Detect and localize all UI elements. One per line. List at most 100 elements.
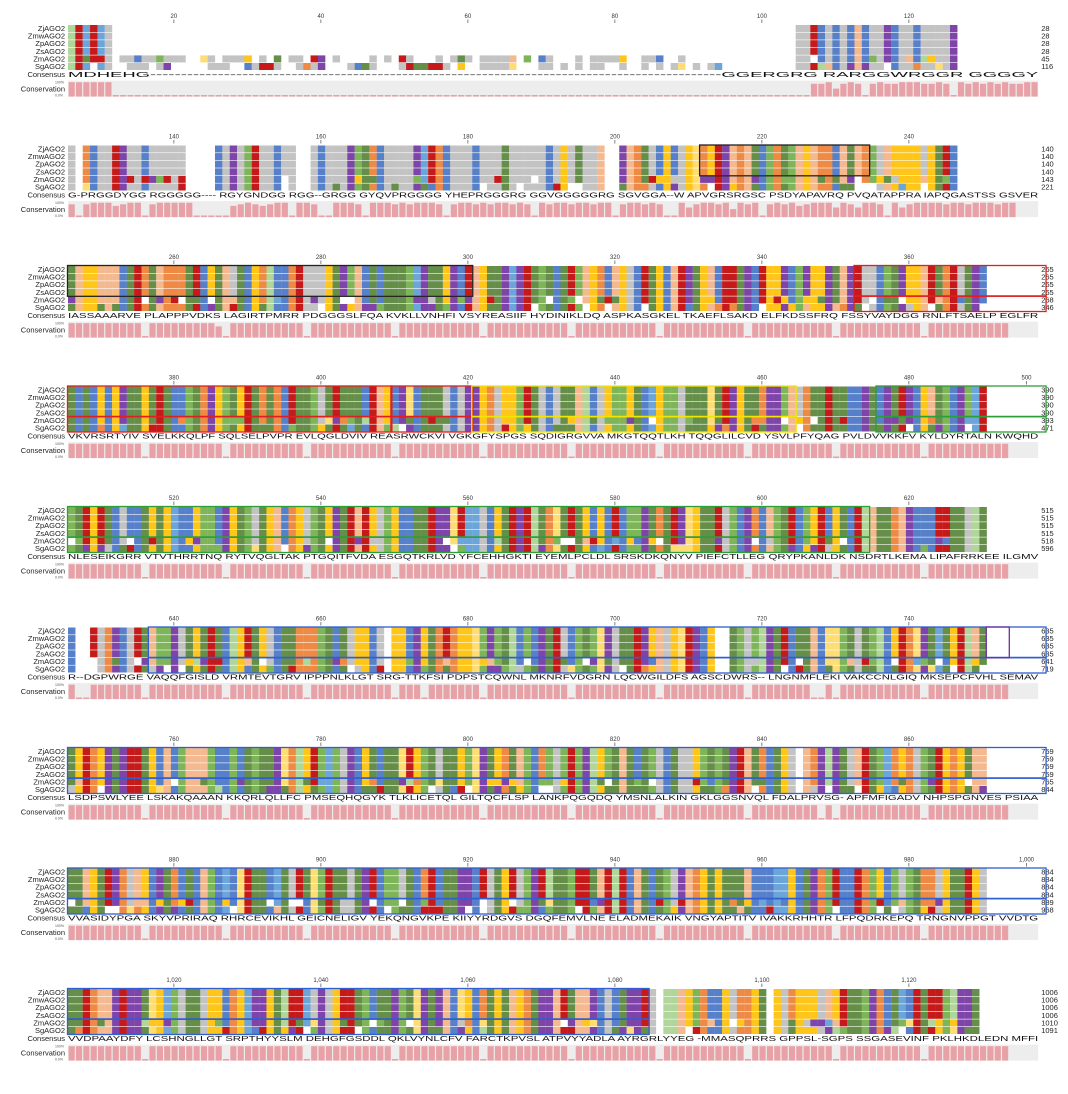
consensus-sequence: R--DGPWRGE VAQQFGISLD VRMTEVTGRV IPPPNLK… <box>68 673 1038 682</box>
conservation-bar <box>281 443 288 459</box>
tick-label: 80 <box>612 14 619 20</box>
conservation-bar <box>414 95 421 97</box>
ruler-tick: 920 <box>463 858 474 867</box>
conservation-top-pct: 100% <box>55 81 64 85</box>
conservation-bar <box>884 323 891 338</box>
conservation-bar <box>671 443 678 459</box>
consensus-sequence: G-PRGGDYGG RGGGGG---- RGYGNDGG RGG--GRGG… <box>68 191 1038 200</box>
conservation-bar <box>730 925 737 941</box>
conservation-bar <box>928 83 935 97</box>
conservation-bar <box>487 684 494 700</box>
conservation-bar <box>531 805 538 820</box>
conservation-bar <box>796 95 803 97</box>
conservation-bar <box>605 323 612 338</box>
conservation-bar <box>546 925 553 941</box>
conservation-bar <box>803 564 810 579</box>
ruler-tick: 400 <box>316 376 327 385</box>
conservation-bottom-pct: 0.0% <box>55 696 63 700</box>
conservation-bar <box>406 805 413 820</box>
conservation-bar <box>245 1046 252 1061</box>
conservation-bar <box>149 805 156 820</box>
conservation-bar <box>737 925 744 941</box>
conservation-bar <box>516 202 524 218</box>
consensus-label: Consensus <box>27 311 65 320</box>
consensus-label: Consensus <box>27 914 65 923</box>
conservation-bar <box>340 925 347 941</box>
conservation-bar <box>222 456 230 459</box>
conservation-bar <box>142 697 149 700</box>
tick-label: 100 <box>757 14 768 20</box>
conservation-bar <box>583 1046 590 1061</box>
conservation-bar <box>730 443 737 459</box>
conservation-bar <box>480 456 487 459</box>
conservation-bar <box>267 95 274 97</box>
conservation-bar <box>384 443 391 459</box>
conservation-bar <box>972 925 979 941</box>
conservation-bar <box>965 564 972 579</box>
conservation-bar <box>120 323 127 338</box>
conservation-bar <box>708 684 715 700</box>
conservation-bar <box>656 456 663 459</box>
conservation-bar <box>803 95 810 97</box>
conservation-bar <box>994 204 1001 218</box>
conservation-bar <box>619 805 626 820</box>
conservation-bar <box>458 684 465 700</box>
conservation-bar <box>965 1046 972 1061</box>
conservation-bar <box>465 1046 472 1061</box>
conservation-bar <box>156 684 163 700</box>
sequence-row: ZsAGO2 759 <box>36 770 1054 779</box>
conservation-bar <box>311 684 318 700</box>
conservation-bar <box>641 805 649 820</box>
ruler-tick: 1,100 <box>754 978 770 987</box>
conservation-bar <box>847 82 854 97</box>
conservation-bar <box>649 1046 656 1061</box>
conservation-bar <box>472 805 479 820</box>
conservation-bar <box>891 805 898 820</box>
conservation-bar <box>83 204 90 218</box>
species-label: ZjAGO2 <box>38 747 65 756</box>
sequence-row: ZmAGO2 45 <box>33 54 1049 63</box>
conservation-bar <box>1016 83 1023 97</box>
conservation-bar <box>524 204 531 218</box>
conservation-bar <box>987 202 994 218</box>
sequence-row: SgAGO2 471 <box>35 424 1054 433</box>
conservation-bar <box>935 684 943 700</box>
conservation-bar <box>693 95 700 97</box>
conservation-bar <box>68 925 75 941</box>
conservation-bar <box>737 684 744 700</box>
conservation-bar <box>215 805 222 820</box>
conservation-bar <box>245 564 252 579</box>
conservation-bar <box>663 684 671 700</box>
conservation-bar <box>414 1046 421 1061</box>
conservation-bar <box>193 684 200 700</box>
conservation-bar <box>884 215 891 218</box>
conservation-bar <box>634 564 641 579</box>
conservation-bar <box>222 577 230 579</box>
region-box <box>66 897 1047 915</box>
species-label: ZjAGO2 <box>38 24 65 33</box>
tick-label: 220 <box>757 135 768 141</box>
conservation-bar <box>340 805 347 820</box>
conservation-bar <box>156 443 163 459</box>
conservation-bar <box>252 1046 259 1061</box>
conservation-bar <box>384 925 391 941</box>
conservation-bar <box>722 564 729 579</box>
conservation-bar <box>656 818 663 820</box>
conservation-label: Conservation <box>21 928 65 937</box>
sequence-end-number: 1006 <box>1041 1011 1058 1020</box>
conservation-bar <box>810 443 818 459</box>
sequence-end-number: 635 <box>1041 627 1054 636</box>
conservation-bar <box>700 684 707 700</box>
conservation-bar <box>362 684 369 700</box>
conservation-bar <box>700 805 707 820</box>
conservation-bar <box>245 323 252 338</box>
conservation-bar <box>215 215 222 218</box>
conservation-bar <box>957 1046 965 1061</box>
conservation-bar <box>98 323 105 338</box>
conservation-bar <box>465 323 472 338</box>
tick-label: 820 <box>610 737 621 743</box>
conservation-bar <box>810 925 818 941</box>
conservation-bar <box>935 564 943 579</box>
conservation-bar <box>171 564 178 579</box>
conservation-bar <box>377 443 384 459</box>
